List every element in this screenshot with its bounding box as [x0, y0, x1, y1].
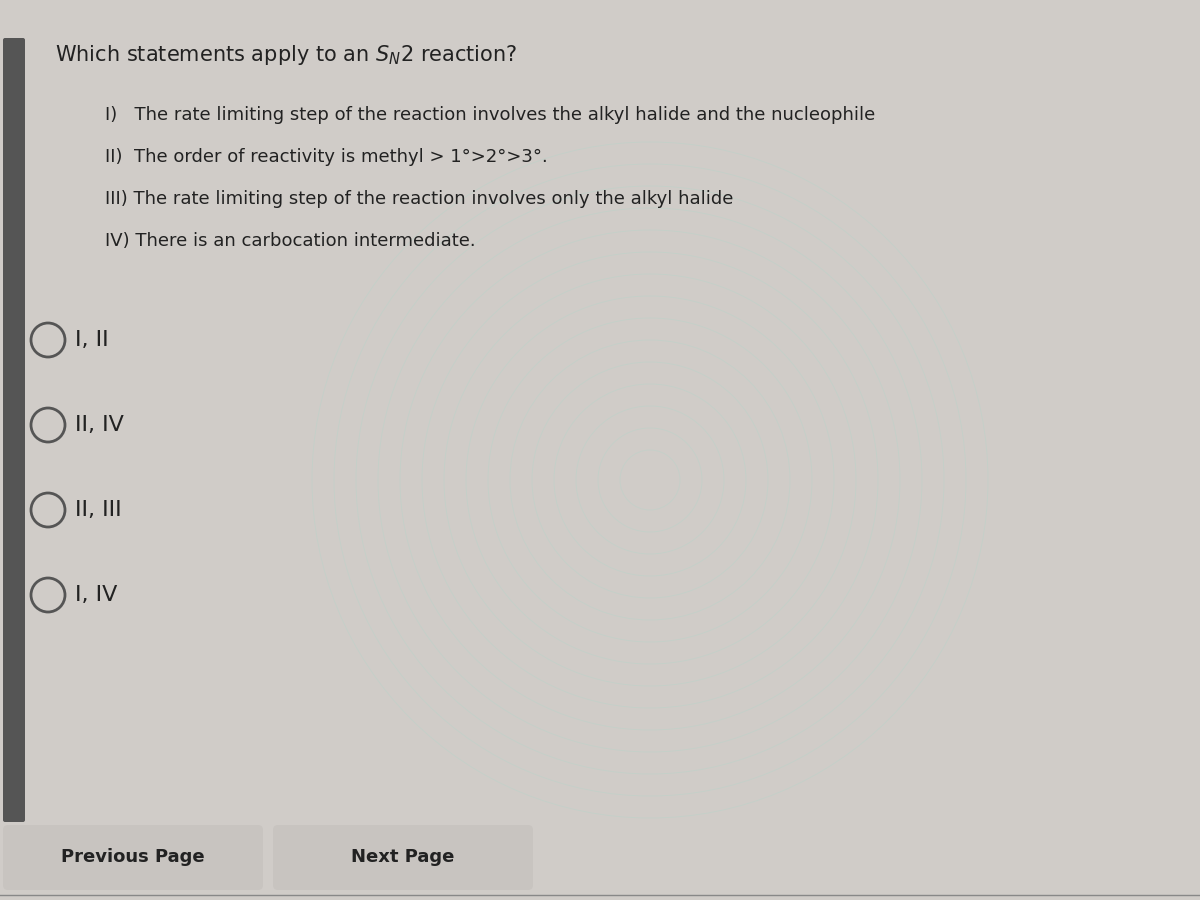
Text: I, IV: I, IV — [74, 585, 118, 605]
Text: II, IV: II, IV — [74, 415, 124, 435]
Text: III) The rate limiting step of the reaction involves only the alkyl halide: III) The rate limiting step of the react… — [106, 190, 733, 208]
Text: IV) There is an carbocation intermediate.: IV) There is an carbocation intermediate… — [106, 232, 475, 250]
Text: II)  The order of reactivity is methyl > 1°>2°>3°.: II) The order of reactivity is methyl > … — [106, 148, 547, 166]
Text: Next Page: Next Page — [352, 849, 455, 867]
Text: I, II: I, II — [74, 330, 109, 350]
Text: I)   The rate limiting step of the reaction involves the alkyl halide and the nu: I) The rate limiting step of the reactio… — [106, 106, 875, 124]
FancyBboxPatch shape — [4, 38, 25, 822]
FancyBboxPatch shape — [2, 825, 263, 890]
Text: Which statements apply to an $S_N$2 reaction?: Which statements apply to an $S_N$2 reac… — [55, 43, 517, 67]
Text: II, III: II, III — [74, 500, 121, 520]
FancyBboxPatch shape — [274, 825, 533, 890]
Text: Previous Page: Previous Page — [61, 849, 205, 867]
